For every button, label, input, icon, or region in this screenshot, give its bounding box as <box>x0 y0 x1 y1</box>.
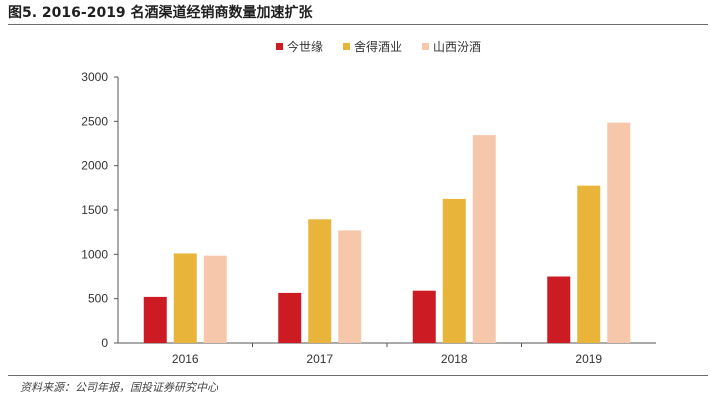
source-note: 资料来源：公司年报，国投证券研究中心 <box>20 381 218 394</box>
x-tick-label: 2019 <box>575 352 602 366</box>
legend-label: 山西汾酒 <box>433 40 481 54</box>
y-tick-label: 2500 <box>81 114 108 128</box>
bar-2018-1 <box>442 198 466 343</box>
y-tick-label: 1000 <box>81 247 108 261</box>
bar-2017-1 <box>308 219 332 343</box>
legend-label: 今世缘 <box>287 39 323 54</box>
bar-2018-0 <box>412 290 436 343</box>
legend-swatch <box>276 43 283 50</box>
y-tick-label: 2000 <box>81 159 108 173</box>
bar-2016-1 <box>173 253 197 343</box>
y-tick-label: 3000 <box>81 70 108 84</box>
legend-swatch <box>343 43 350 50</box>
y-tick-label: 1500 <box>81 203 108 217</box>
bar-2017-0 <box>278 292 302 343</box>
y-tick-label: 500 <box>88 292 108 306</box>
legend-label: 舍得酒业 <box>354 39 402 54</box>
x-axis: 2016 2017 2018 2019 <box>118 342 656 366</box>
bar-2019-0 <box>547 276 571 343</box>
legend-swatch <box>422 43 429 50</box>
source-rule <box>8 375 708 376</box>
title-rule <box>8 24 708 25</box>
bar-2016-2 <box>203 255 227 343</box>
bar-2016-0 <box>143 296 167 343</box>
bar-2019-2 <box>607 122 631 343</box>
x-tick-label: 2017 <box>306 352 333 366</box>
x-tick-label: 2016 <box>172 352 199 366</box>
chart-title: 图5. 2016-2019 名酒渠道经销商数量加速扩张 <box>8 5 313 21</box>
bar-2017-2 <box>338 230 362 343</box>
x-tick-label: 2018 <box>441 352 468 366</box>
y-axis: 0 500 1000 1500 2000 2500 3000 <box>81 70 119 350</box>
y-tick-label: 0 <box>101 336 108 350</box>
bars <box>143 122 631 343</box>
legend: 今世缘 舍得酒业 山西汾酒 <box>276 39 481 54</box>
bar-2019-1 <box>577 185 601 343</box>
bar-2018-2 <box>472 135 496 343</box>
